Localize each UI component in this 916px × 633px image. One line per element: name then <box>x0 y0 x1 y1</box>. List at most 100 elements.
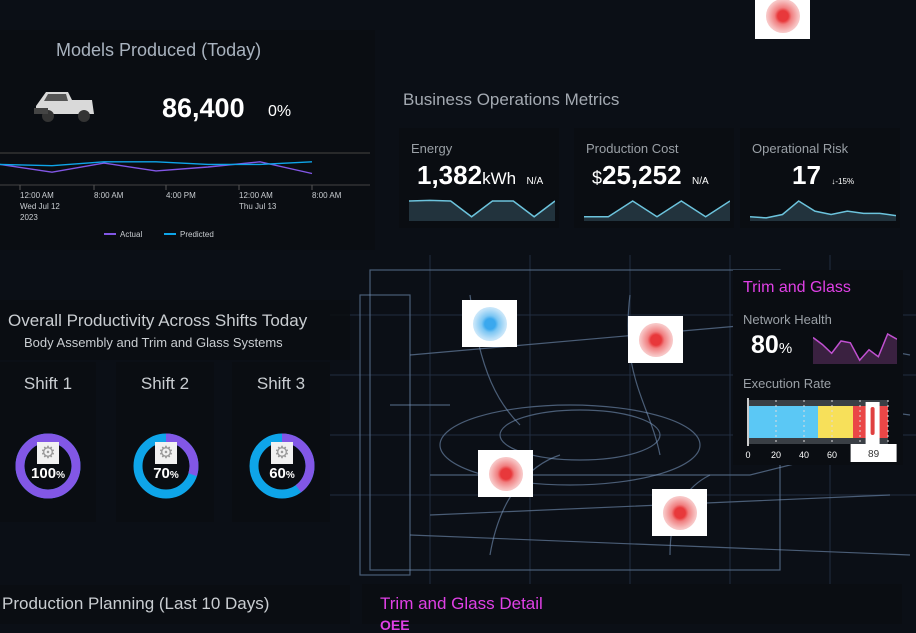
hotspot-marker[interactable] <box>755 0 810 39</box>
shift-value: 70% <box>136 465 196 482</box>
metric-label: Operational Risk <box>752 141 849 156</box>
metric-delta: ↓-15% <box>831 177 855 186</box>
shift-percent: 70 <box>153 465 170 482</box>
network-unit: % <box>778 340 793 357</box>
pickup-truck-image <box>34 92 94 122</box>
metric-label: Production Cost <box>586 141 679 156</box>
metric-card <box>740 128 900 228</box>
network-health-sparkline <box>813 332 897 364</box>
metric-unit: kWh <box>482 169 517 188</box>
hotspot-marker[interactable] <box>462 300 517 347</box>
planning-title: Production Planning (Last 10 Days) <box>2 594 270 613</box>
gauge-marker-bar <box>870 407 875 435</box>
planning-panel <box>0 585 350 624</box>
productivity-title: Overall Productivity Across Shifts Today <box>8 311 308 330</box>
x-tick-label: 2023 <box>20 213 38 222</box>
models-change: 0% <box>268 103 292 120</box>
metric-sparkline <box>584 200 730 221</box>
metric-value: $25,252 N/A <box>592 160 709 191</box>
metric-number: 25,252 <box>602 160 682 190</box>
x-tick-label: 12:00 AM <box>239 191 273 200</box>
metric-spark-area <box>409 200 555 221</box>
metric-spark-line <box>750 200 896 219</box>
metric-number: 17 <box>792 160 821 190</box>
metric-value: 17 ↓-15% <box>792 160 854 191</box>
shift-donut <box>15 433 81 499</box>
metric-sparkline <box>750 200 896 221</box>
x-tick-label: 8:00 AM <box>312 191 342 200</box>
metric-delta: N/A <box>526 176 544 187</box>
detail-title: Trim and Glass Detail <box>380 594 543 613</box>
network-health-value: 80% <box>751 331 792 360</box>
gauge-value-box <box>850 444 897 462</box>
execution-rate-gauge: 02040608010089 <box>745 398 897 462</box>
network-spark-area <box>813 334 897 364</box>
x-tick-label: Wed Jul 12 <box>20 202 60 211</box>
detail-panel <box>362 584 902 624</box>
legend-label: Actual <box>120 230 142 239</box>
metric-spark-area <box>750 201 896 221</box>
shift-donut <box>133 433 199 499</box>
metric-delta: N/A <box>692 176 709 187</box>
shift-percent: 60 <box>269 465 286 482</box>
metric-number: 1,382 <box>417 160 483 190</box>
metric-spark-line <box>584 200 730 218</box>
donut-arc <box>133 433 199 499</box>
network-spark-line <box>813 332 897 362</box>
gear-icon: ⚙ <box>37 442 59 464</box>
shift-unit: % <box>56 470 65 481</box>
x-tick-label: 12:00 AM <box>20 191 54 200</box>
metric-prefix: $ <box>592 168 603 188</box>
shift-value: 100% <box>18 465 78 482</box>
gauge-band <box>748 406 818 438</box>
gauge-tick-label: 40 <box>799 450 809 460</box>
business-title: Business Operations Metrics <box>403 90 620 109</box>
shift-donut <box>249 433 315 499</box>
productivity-subtitle: Body Assembly and Trim and Glass Systems <box>24 335 283 350</box>
shift-card: Shift 1 ⚙ 100% <box>0 362 96 522</box>
x-tick-label: 8:00 AM <box>94 191 124 200</box>
shift-card: Shift 3 ⚙ 60% <box>232 362 330 522</box>
shift-label: Shift 2 <box>140 374 190 393</box>
shift-percent: 100 <box>31 465 57 482</box>
metric-card <box>574 128 734 228</box>
series-actual <box>0 161 313 175</box>
gauge-tick-label: 0 <box>745 450 750 460</box>
productivity-header <box>0 300 350 360</box>
metric-sparkline <box>409 199 555 221</box>
metric-spark-line <box>409 199 555 218</box>
models-produced-panel <box>0 30 375 250</box>
donut-arc <box>249 433 315 499</box>
models-trend-chart: 12:00 AM Wed Jul 12 2023 8:00 AM 4:00 PM 12:0… <box>0 152 370 239</box>
donut-arc <box>15 433 81 499</box>
hotspot-marker[interactable] <box>652 489 707 536</box>
models-value: 86,400 <box>162 93 245 123</box>
x-tick-label: Thu Jul 13 <box>239 202 277 211</box>
network-value: 80 <box>751 331 779 359</box>
gear-icon: ⚙ <box>271 442 293 464</box>
metric-value: 1,382kWh N/A <box>417 160 543 191</box>
models-title: Models Produced (Today) <box>56 40 262 60</box>
execution-rate-label: Execution Rate <box>743 376 832 391</box>
hotspot-marker[interactable] <box>478 450 533 497</box>
gauge-value: 89 <box>868 449 880 460</box>
gauge-band <box>818 406 853 438</box>
shift-value: 60% <box>252 465 312 482</box>
trim-title: Trim and Glass <box>743 279 851 296</box>
legend-label: Predicted <box>180 230 214 239</box>
shift-card: Shift 2 ⚙ 70% <box>116 362 214 522</box>
shift-unit: % <box>169 470 179 481</box>
series-predicted <box>0 161 313 167</box>
metric-label: Energy <box>411 141 453 156</box>
network-health-label: Network Health <box>743 312 832 327</box>
x-tick-label: 4:00 PM <box>166 191 196 200</box>
detail-partial-text: OEE <box>380 617 410 633</box>
shift-label: Shift 1 <box>23 374 73 393</box>
metric-spark-area <box>584 201 730 221</box>
gear-icon: ⚙ <box>155 442 177 464</box>
shift-unit: % <box>285 470 295 481</box>
gauge-tick-label: 60 <box>827 450 837 460</box>
shift-label: Shift 3 <box>256 374 306 393</box>
gauge-tick-label: 20 <box>771 450 781 460</box>
hotspot-marker[interactable] <box>628 316 683 363</box>
